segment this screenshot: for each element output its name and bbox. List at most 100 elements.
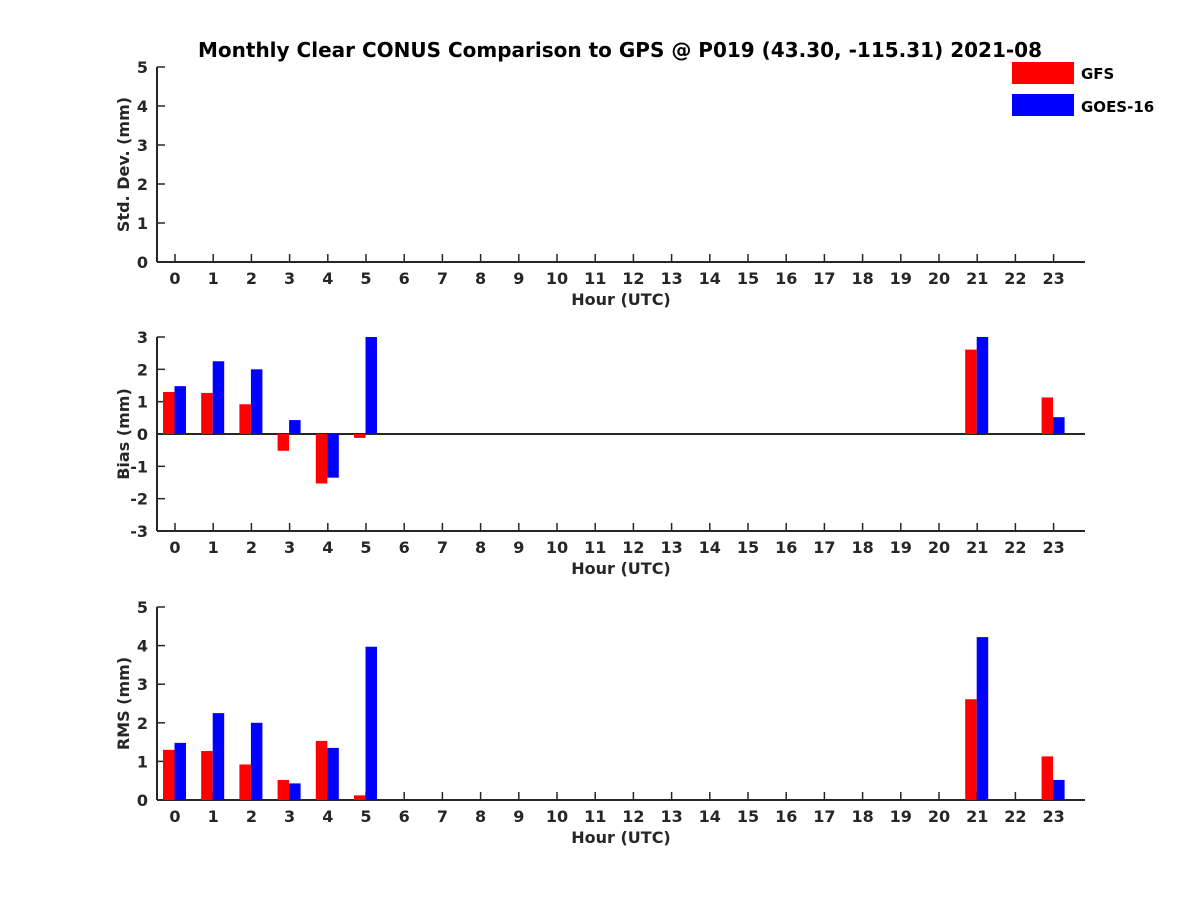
bar-goes16-hour-1 [212, 361, 225, 434]
x-tick-label: 19 [890, 269, 912, 288]
legend-label-gfs: GFS [1081, 65, 1114, 83]
x-tick-label: 18 [851, 538, 873, 557]
y-tick-label: 5 [137, 598, 148, 617]
x-tick-label: 2 [246, 538, 257, 557]
y-tick-label: 0 [137, 425, 148, 444]
y-axis-label: Std. Dev. (mm) [114, 97, 133, 232]
x-tick-label: 22 [1004, 538, 1026, 557]
y-tick-label: 3 [137, 675, 148, 694]
y-tick-label: 1 [137, 752, 148, 771]
bar-gfs-hour-0 [163, 391, 175, 434]
x-tick-label: 20 [928, 269, 950, 288]
x-tick-label: 21 [966, 269, 988, 288]
bar-goes16-hour-23 [1053, 417, 1065, 434]
x-tick-label: 23 [1042, 807, 1064, 826]
x-tick-label: 17 [813, 807, 835, 826]
x-tick-label: 9 [513, 807, 524, 826]
x-tick-label: 18 [851, 269, 873, 288]
bar-gfs-hour-2 [239, 764, 251, 800]
bar-goes16-hour-5 [365, 337, 377, 434]
y-tick-label: 5 [137, 58, 148, 77]
legend-label-goes16: GOES-16 [1081, 98, 1154, 116]
x-tick-label: 9 [513, 269, 524, 288]
bar-gfs-hour-3 [277, 779, 290, 800]
x-tick-label: 1 [208, 807, 219, 826]
x-tick-label: 14 [699, 807, 721, 826]
bar-gfs-hour-1 [201, 750, 213, 800]
x-tick-label: 13 [660, 538, 682, 557]
bar-gfs-hour-21 [965, 699, 977, 800]
x-axis-label: Hour (UTC) [571, 828, 671, 847]
x-axis-label: Hour (UTC) [571, 290, 671, 309]
bar-gfs-hour-21 [965, 349, 977, 434]
x-tick-label: 8 [475, 269, 486, 288]
x-tick-label: 19 [890, 538, 912, 557]
x-tick-label: 3 [284, 807, 295, 826]
x-tick-label: 15 [737, 807, 759, 826]
x-tick-label: 12 [622, 807, 644, 826]
bar-goes16-hour-3 [289, 420, 301, 434]
x-tick-label: 5 [360, 538, 371, 557]
x-tick-label: 6 [399, 269, 410, 288]
x-tick-label: 6 [399, 807, 410, 826]
x-tick-label: 4 [322, 807, 333, 826]
x-tick-label: 20 [928, 538, 950, 557]
x-tick-label: 23 [1042, 538, 1064, 557]
x-tick-label: 2 [246, 269, 257, 288]
x-tick-label: 0 [169, 538, 180, 557]
x-tick-label: 22 [1004, 807, 1026, 826]
y-tick-label: 2 [137, 175, 148, 194]
x-tick-label: 13 [660, 807, 682, 826]
bar-gfs-hour-4 [315, 740, 328, 800]
bar-gfs-hour-0 [163, 749, 175, 800]
bar-gfs-hour-23 [1041, 756, 1054, 800]
x-tick-label: 12 [622, 269, 644, 288]
x-tick-label: 3 [284, 269, 295, 288]
x-tick-label: 15 [737, 538, 759, 557]
y-axis-label: RMS (mm) [114, 657, 133, 750]
x-tick-label: 0 [169, 269, 180, 288]
x-tick-label: 17 [813, 538, 835, 557]
x-tick-label: 6 [399, 538, 410, 557]
bar-gfs-hour-5 [354, 434, 366, 438]
x-tick-label: 8 [475, 807, 486, 826]
bar-gfs-hour-2 [239, 404, 251, 434]
y-tick-label: 0 [137, 253, 148, 272]
x-tick-label: 17 [813, 269, 835, 288]
x-tick-label: 11 [584, 269, 606, 288]
bar-goes16-hour-4 [327, 434, 339, 478]
x-tick-label: 7 [437, 807, 448, 826]
x-tick-label: 10 [546, 269, 568, 288]
bar-goes16-hour-23 [1053, 779, 1065, 800]
bar-goes16-hour-2 [250, 722, 263, 800]
y-tick-label: 1 [137, 393, 148, 412]
x-tick-label: 18 [851, 807, 873, 826]
x-tick-label: 11 [584, 538, 606, 557]
x-tick-label: 12 [622, 538, 644, 557]
x-tick-label: 23 [1042, 269, 1064, 288]
y-tick-label: 3 [137, 328, 148, 347]
x-tick-label: 13 [660, 269, 682, 288]
x-tick-label: 10 [546, 807, 568, 826]
x-tick-label: 7 [437, 269, 448, 288]
y-tick-label: 1 [137, 214, 148, 233]
bar-goes16-hour-1 [212, 713, 225, 800]
x-tick-label: 1 [208, 269, 219, 288]
bar-goes16-hour-5 [365, 646, 377, 800]
bar-gfs-hour-1 [201, 392, 213, 434]
y-tick-label: -3 [130, 522, 148, 541]
bar-goes16-hour-0 [174, 386, 186, 434]
x-tick-label: 5 [360, 807, 371, 826]
x-tick-label: 21 [966, 807, 988, 826]
x-tick-label: 7 [437, 538, 448, 557]
bar-gfs-hour-5 [354, 795, 366, 800]
y-tick-label: 4 [137, 637, 148, 656]
x-tick-label: 22 [1004, 269, 1026, 288]
bar-goes16-hour-3 [289, 783, 301, 800]
chart-legend: GFS GOES-16 [1012, 62, 1154, 116]
